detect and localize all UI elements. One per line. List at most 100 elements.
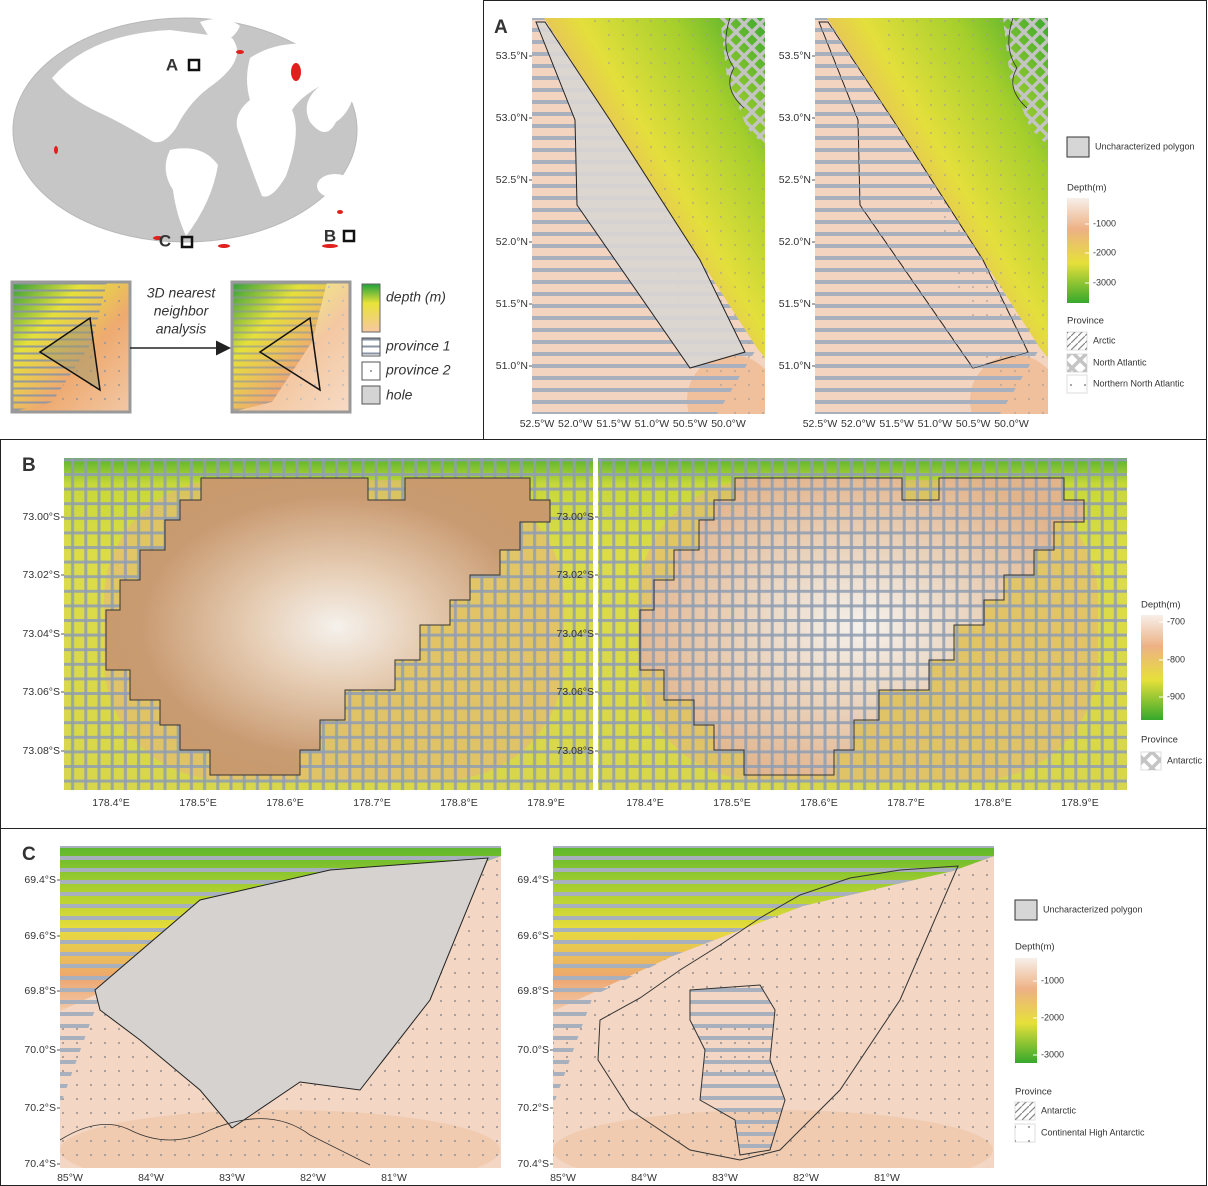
- legend-label: province 1: [385, 338, 451, 354]
- x-tick-label: 51.0°W: [918, 418, 953, 430]
- y-tick-label: 73.00°S: [23, 511, 60, 523]
- x-tick-label: 178.4°E: [626, 797, 663, 809]
- x-tick-label: 51.0°W: [635, 418, 670, 430]
- legend-label: Uncharacterized polygon: [1095, 141, 1195, 151]
- legend-label: Northern North Atlantic: [1093, 378, 1185, 388]
- legend-swatch: [1015, 1102, 1035, 1120]
- legend-swatch: [1067, 375, 1087, 393]
- color-bar-label: -3000: [1041, 1049, 1064, 1059]
- y-tick-label: 52.0°N: [496, 236, 528, 248]
- legend-label: hole: [386, 387, 413, 403]
- y-tick-label: 70.2°S: [24, 1102, 56, 1114]
- legend-swatch: [1067, 137, 1089, 157]
- y-tick-label: 70.0°S: [517, 1044, 549, 1056]
- legend-label: Arctic: [1093, 335, 1116, 345]
- y-tick-label: 52.5°N: [779, 174, 811, 186]
- x-tick-label: 52.0°W: [841, 418, 876, 430]
- legend-swatch: [1015, 900, 1037, 920]
- legend-label: province 2: [385, 362, 451, 378]
- y-tick-label: 69.8°S: [24, 985, 56, 997]
- x-tick-label: 178.8°E: [974, 797, 1011, 809]
- legend-label: Antarctic: [1041, 1105, 1077, 1115]
- legend-title: Province: [1015, 1087, 1052, 1098]
- color-bar-label: -700: [1167, 616, 1185, 626]
- y-tick-label: 69.6°S: [517, 930, 549, 942]
- legend-swatch: [1141, 752, 1161, 770]
- legend-swatch: [362, 284, 380, 332]
- method-label: neighbor: [154, 303, 210, 319]
- map-area: [532, 18, 777, 445]
- x-tick-label: 52.0°W: [558, 418, 593, 430]
- highlight-area: [291, 63, 301, 81]
- x-tick-label: 51.5°W: [879, 418, 914, 430]
- highlight-area: [218, 244, 230, 248]
- x-tick-label: 85°W: [550, 1172, 576, 1184]
- continent: [317, 174, 353, 198]
- x-tick-label: 85°W: [57, 1172, 83, 1184]
- x-tick-label: 178.7°E: [353, 797, 390, 809]
- method-label: analysis: [156, 321, 207, 337]
- legend-label: Continental High Antarctic: [1041, 1127, 1145, 1137]
- y-tick-label: 70.2°S: [517, 1102, 549, 1114]
- x-tick-label: 82°W: [300, 1172, 326, 1184]
- y-tick-label: 73.02°S: [23, 569, 60, 581]
- y-tick-label: 70.4°S: [517, 1158, 549, 1170]
- legend-title: Depth(m): [1067, 183, 1107, 194]
- x-tick-label: 50.5°W: [956, 418, 991, 430]
- map-area: [815, 18, 1060, 445]
- map-area: [598, 458, 1127, 790]
- y-tick-label: 73.04°S: [557, 628, 594, 640]
- x-tick-label: 83°W: [219, 1172, 245, 1184]
- x-tick-label: 178.6°E: [800, 797, 837, 809]
- legend-label: Antarctic: [1167, 755, 1203, 765]
- legend-swatch: [362, 386, 380, 404]
- y-tick-label: 69.4°S: [517, 874, 549, 886]
- color-bar-label: -2000: [1041, 1012, 1064, 1022]
- x-tick-label: 84°W: [631, 1172, 657, 1184]
- color-bar: [1015, 958, 1037, 1063]
- color-bar-label: -3000: [1093, 277, 1116, 287]
- color-bar-label: -800: [1167, 654, 1185, 664]
- x-tick-label: 82°W: [793, 1172, 819, 1184]
- figure: ACB3D nearestneighboranalysisdepth (m)pr…: [0, 0, 1208, 1186]
- y-tick-label: 51.0°N: [779, 360, 811, 372]
- y-tick-label: 53.0°N: [496, 112, 528, 124]
- x-tick-label: 178.4°E: [92, 797, 129, 809]
- color-bar-label: -1000: [1041, 975, 1064, 985]
- site-label: C: [159, 231, 171, 250]
- y-tick-label: 52.0°N: [779, 236, 811, 248]
- x-tick-label: 52.5°W: [520, 418, 555, 430]
- x-tick-label: 178.5°E: [179, 797, 216, 809]
- site-marker: [344, 231, 354, 241]
- panel-label: A: [494, 17, 508, 38]
- color-bar-label: -2000: [1093, 247, 1116, 257]
- site-label: A: [166, 55, 178, 74]
- x-tick-label: 52.5°W: [803, 418, 838, 430]
- y-tick-label: 53.0°N: [779, 112, 811, 124]
- legend-swatch: [362, 362, 380, 380]
- y-tick-label: 73.08°S: [557, 745, 594, 757]
- x-tick-label: 178.5°E: [713, 797, 750, 809]
- map-area: [60, 846, 501, 1186]
- x-tick-label: 50.0°W: [994, 418, 1029, 430]
- legend-title: Depth(m): [1141, 600, 1181, 611]
- x-tick-label: 178.9°E: [527, 797, 564, 809]
- highlight-area: [236, 50, 244, 54]
- color-bar: [1067, 198, 1089, 303]
- y-tick-label: 73.02°S: [557, 569, 594, 581]
- y-tick-label: 69.6°S: [24, 930, 56, 942]
- province-antarctic: [598, 458, 1127, 790]
- panel-label: C: [22, 844, 36, 865]
- y-tick-label: 51.5°N: [779, 298, 811, 310]
- legend-label: depth (m): [386, 289, 446, 305]
- highlight-area: [337, 210, 343, 214]
- y-tick-label: 53.5°N: [496, 50, 528, 62]
- y-tick-label: 70.4°S: [24, 1158, 56, 1170]
- color-bar: [1141, 615, 1163, 720]
- y-tick-label: 69.4°S: [24, 874, 56, 886]
- color-bar-label: -900: [1167, 691, 1185, 701]
- page: { "overview": { "site_labels": ["A", "C"…: [0, 0, 1208, 1186]
- x-tick-label: 178.6°E: [266, 797, 303, 809]
- x-tick-label: 178.9°E: [1061, 797, 1098, 809]
- map-area: [64, 458, 593, 790]
